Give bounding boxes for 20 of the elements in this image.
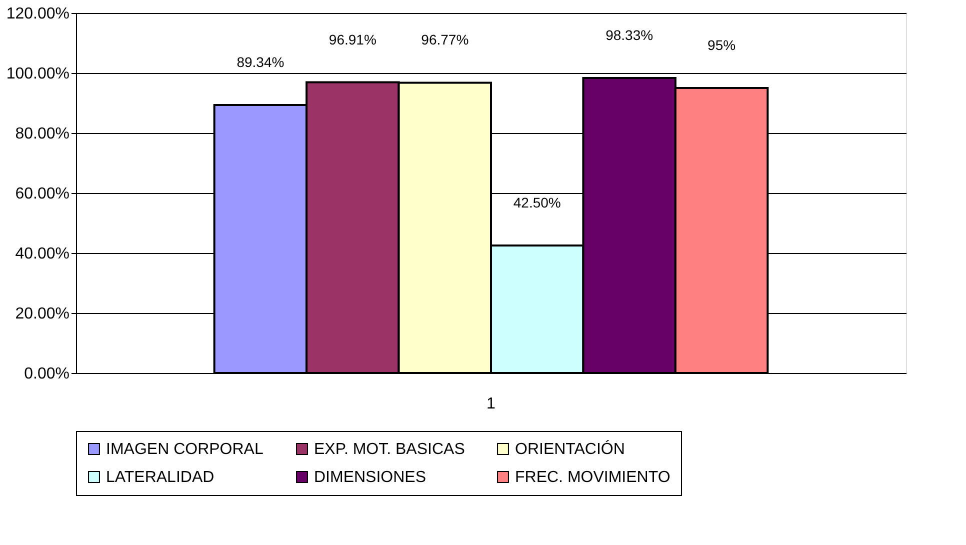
data-label: 96.91%	[328, 31, 376, 48]
data-label: 95%	[708, 37, 736, 53]
data-label: 89.34%	[236, 54, 284, 70]
legend-label: DIMENSIONES	[314, 469, 426, 486]
legend-label: ORIENTACIÓN	[515, 440, 625, 458]
y-tick-label: 60.00%	[15, 186, 70, 202]
data-label: 42.50%	[513, 194, 561, 210]
y-tick-label: 0.00%	[24, 366, 70, 382]
y-tick-label: 120.00%	[6, 6, 70, 22]
legend-label: IMAGEN CORPORAL	[106, 441, 264, 458]
data-label: 98.33%	[606, 27, 654, 44]
y-tick-label: 80.00%	[15, 126, 70, 142]
legend-label: EXP. MOT. BASICAS	[314, 441, 465, 458]
y-tick-label: 40.00%	[15, 246, 70, 262]
legend-label: FREC. MOVIMIENTO	[515, 469, 670, 486]
data-label: 96.77%	[421, 32, 469, 48]
legend-label: LATERALIDAD	[106, 469, 214, 486]
y-tick-label: 20.00%	[15, 306, 70, 322]
y-tick-label: 100.00%	[6, 66, 70, 82]
x-tick-label: 1	[486, 396, 496, 412]
